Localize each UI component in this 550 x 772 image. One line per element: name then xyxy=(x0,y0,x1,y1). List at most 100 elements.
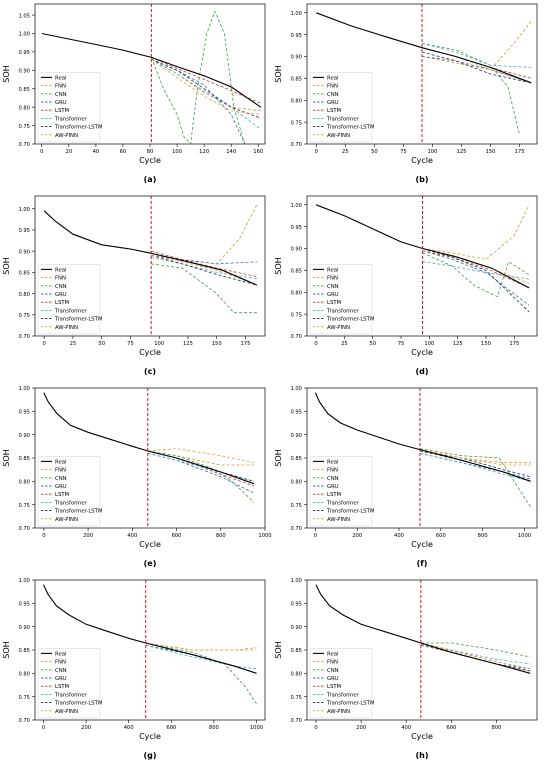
x-axis-label: Cycle xyxy=(411,348,433,357)
plot-frame xyxy=(34,3,266,145)
legend-entry: Transformer xyxy=(326,692,360,698)
y-tick-label: 1.00 xyxy=(18,32,30,38)
series-layer xyxy=(314,392,532,508)
x-tick-label: 0 xyxy=(315,149,318,155)
series-line-transformer xyxy=(421,43,532,68)
x-tick-label: 600 xyxy=(172,533,182,539)
series-line-real xyxy=(43,210,258,286)
legend-entry: Transformer xyxy=(54,308,88,314)
panel-label: (e) xyxy=(144,559,157,568)
y-tick-label: 0.95 xyxy=(18,602,30,608)
series-line-cnn xyxy=(151,263,257,314)
legend-entry: FNN xyxy=(327,84,338,90)
legend-entry: CNN xyxy=(327,476,339,482)
series-line-transformer-lstm xyxy=(151,255,258,286)
series-line-aw-pinn xyxy=(419,449,531,466)
y-tick-label: 0.85 xyxy=(18,87,30,93)
legend-entry: LSTM xyxy=(55,684,70,690)
y-tick-label: 0.90 xyxy=(18,625,30,631)
x-tick-label: 100 xyxy=(172,149,182,155)
series-layer xyxy=(43,204,258,314)
series-line-lstm xyxy=(151,250,257,277)
legend-box xyxy=(309,648,373,719)
y-tick-label: 0.80 xyxy=(18,292,30,298)
y-tick-label: 0.70 xyxy=(18,718,30,724)
y-axis-label: SOH xyxy=(2,641,11,658)
legend-entry: Real xyxy=(327,459,338,465)
legend-entry: Transformer-LSTM xyxy=(54,125,103,131)
plot-frame xyxy=(306,387,538,529)
series-line-gru xyxy=(421,56,532,84)
x-tick-label: 1000 xyxy=(258,533,271,539)
series-layer xyxy=(41,10,262,144)
x-tick-label: 0 xyxy=(314,725,317,731)
y-tick-label: 1.00 xyxy=(290,386,302,392)
x-tick-label: 175 xyxy=(509,341,519,347)
chart-panel: 0.70 0.75 0.80 0.85 0.90 0.95 1.00 1.05 0 20 40 60 8… xyxy=(2,3,266,184)
legend-entry: FNN xyxy=(55,660,66,666)
y-tick-label: 0.90 xyxy=(290,247,302,253)
legend-entry: LSTM xyxy=(327,492,342,498)
x-tick-label: 80 xyxy=(147,149,154,155)
x-tick-label: 20 xyxy=(66,149,73,155)
legend-box xyxy=(309,264,373,335)
panel-label: (h) xyxy=(415,751,428,760)
x-tick-label: 1000 xyxy=(518,533,531,539)
y-tick-label: 0.95 xyxy=(18,228,30,234)
series-line-real xyxy=(316,12,532,84)
legend-entry: CNN xyxy=(55,92,67,98)
x-axis-label: Cycle xyxy=(139,348,161,357)
series-line-transformer xyxy=(147,452,255,482)
y-tick-label: 0.85 xyxy=(290,648,302,654)
legend-entry: Transformer-LSTM xyxy=(54,509,103,515)
series-line-cnn xyxy=(151,10,246,144)
legend-box xyxy=(309,72,373,143)
x-tick-label: 125 xyxy=(457,149,467,155)
series-line-cnn xyxy=(147,450,255,503)
y-tick-label: 0.85 xyxy=(18,456,30,462)
x-tick-label: 50 xyxy=(369,341,376,347)
plot-frame xyxy=(34,579,266,721)
x-tick-label: 1000 xyxy=(250,725,263,731)
x-tick-label: 150 xyxy=(486,149,496,155)
legend-entry: GRU xyxy=(327,484,339,490)
y-tick-label: 0.70 xyxy=(290,718,302,724)
y-tick-label: 0.95 xyxy=(290,225,302,231)
x-tick-label: 75 xyxy=(400,149,407,155)
y-axis-label: SOH xyxy=(274,641,283,658)
y-tick-label: 0.90 xyxy=(18,69,30,75)
y-tick-label: 0.70 xyxy=(18,142,30,148)
y-tick-label: 0.90 xyxy=(18,249,30,255)
plot-frame xyxy=(306,3,538,145)
x-tick-label: 100 xyxy=(428,149,438,155)
legend-entry: FNN xyxy=(327,276,338,282)
x-tick-label: 150 xyxy=(481,341,491,347)
series-line-transformer xyxy=(145,644,257,670)
chart-panel: 0.70 0.75 0.80 0.85 0.90 0.95 1.00 0 25 50 75 100 12… xyxy=(2,195,266,376)
legend-entry: AW-PINN xyxy=(55,325,78,331)
legend-entry: AW-PINN xyxy=(327,709,350,715)
x-axis-label: Cycle xyxy=(411,540,433,549)
legend-entry: LSTM xyxy=(327,684,342,690)
series-line-transformer xyxy=(422,261,530,280)
chart-panel: 0.70 0.75 0.80 0.85 0.90 0.95 1.00 0 200 400 600 80… xyxy=(274,386,538,568)
series-line-lstm xyxy=(147,450,255,487)
legend-entry: GRU xyxy=(55,484,67,490)
y-tick-label: 0.80 xyxy=(18,672,30,678)
y-tick-label: 0.80 xyxy=(290,672,302,678)
y-axis-label: SOH xyxy=(274,449,283,466)
y-tick-label: 0.85 xyxy=(290,456,302,462)
panel-label: (g) xyxy=(143,751,156,760)
legend-entry: CNN xyxy=(55,668,67,674)
x-tick-label: 125 xyxy=(183,341,193,347)
x-tick-label: 120 xyxy=(199,149,209,155)
legend-entry: Transformer xyxy=(54,500,88,506)
series-layer xyxy=(43,392,255,503)
chart-panel: 0.70 0.75 0.80 0.85 0.90 0.95 1.00 0 25 50 75 100 12… xyxy=(274,195,538,376)
y-axis-label: SOH xyxy=(2,257,11,274)
y-tick-label: 0.80 xyxy=(18,480,30,486)
y-tick-label: 0.75 xyxy=(290,120,302,126)
legend-entry: Real xyxy=(55,267,66,273)
chart-panel: 0.70 0.75 0.80 0.85 0.90 0.95 1.00 0 200 400 600 80… xyxy=(2,386,272,568)
series-line-real xyxy=(314,392,531,482)
